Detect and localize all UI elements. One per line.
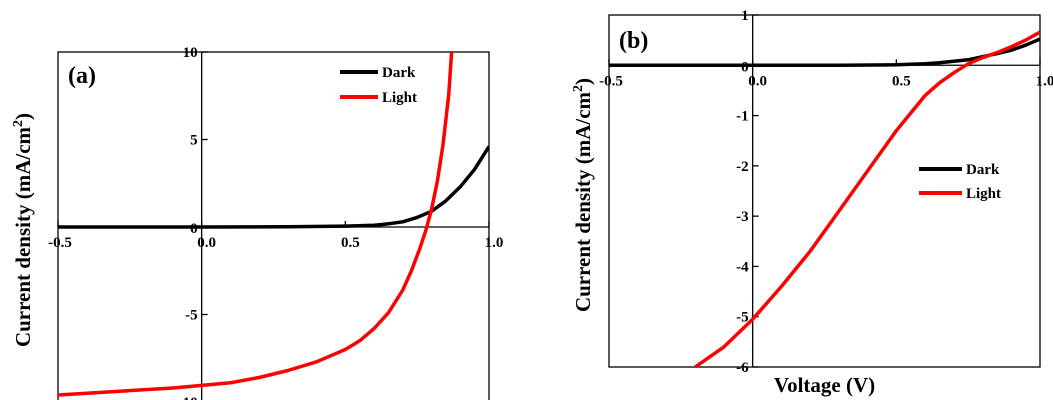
panel-a-x-tick-label: -0.5 — [48, 235, 72, 251]
panel-b-y-tick-label: -2 — [736, 159, 749, 175]
panel-a-legend: Dark Light — [340, 65, 417, 106]
panel-a-legend-dark-label: Dark — [382, 65, 416, 81]
panel-a-legend-light-label: Light — [382, 90, 417, 106]
panel-b-x-tick-label: 1.0 — [1036, 73, 1053, 89]
panel-a-y-tick-label: 0 — [190, 221, 198, 237]
panel-b-y-tick-label: 0 — [741, 59, 749, 75]
panel-a-y-tick-label: -10 — [178, 395, 198, 400]
panel-a-series-light — [58, 52, 454, 397]
panel-a-x-tick-label: 0.0 — [197, 235, 216, 251]
panel-b-series-light — [694, 30, 1040, 367]
panel-b-legend-light-label: Light — [966, 186, 1001, 202]
panel-a-label: (a) — [68, 63, 96, 89]
panel-b-y-tick-label: -4 — [736, 259, 749, 275]
panel-b-label: (b) — [619, 28, 648, 54]
panel-a-y-tick-label: -5 — [185, 308, 198, 324]
panel-a-y-tick-label: 10 — [183, 45, 198, 61]
panel-b-y-tick-label: -6 — [736, 360, 749, 376]
panel-b: -0.5 0.0 0.5 1.0 -6 -5 -4 -3 -2 -1 1 0 (b) Current … — [571, 8, 1053, 397]
panel-a-x-tick-label: 1.0 — [485, 235, 504, 251]
panel-b-y-tick-label: -1 — [736, 109, 749, 125]
panel-b-y-tick-label: 1 — [741, 8, 749, 24]
panel-b-series-dark — [609, 37, 1040, 68]
panel-b-y-tick-label: -3 — [736, 209, 749, 225]
panel-b-y-axis-title: Current density (mA/cm2) — [571, 78, 595, 312]
panel-b-x-tick-label: 0.0 — [748, 73, 767, 89]
panel-a-series — [58, 52, 489, 397]
panel-b-frame — [608, 14, 1041, 368]
panel-a-y-tick-label: 5 — [190, 133, 198, 149]
panel-b-x-axis-title: Voltage (V) — [774, 373, 875, 397]
panel-b-legend: Dark Light — [919, 162, 1001, 202]
panel-b-y-axis-title-text: Current density (mA/cm — [571, 91, 595, 312]
panel-a-y-axis-title: Current density (mA/cm2) — [11, 113, 35, 347]
panel-a-y-axis-title-sup: 2 — [11, 120, 26, 127]
panel-b-y-axis-title-sup: 2 — [571, 85, 586, 92]
panel-a: -0.5 0.0 0.5 1.0 -10 -5 5 10 0 (a) Current densi… — [11, 45, 503, 400]
panel-a-x-tick-label: 0.5 — [341, 235, 360, 251]
panel-a-series-dark — [58, 145, 489, 229]
panel-b-x-tick-label: -0.5 — [599, 73, 623, 89]
panel-a-ticks: -0.5 0.0 0.5 1.0 -10 -5 5 10 0 — [48, 45, 503, 400]
panel-a-y-axis-title-text: Current density (mA/cm — [11, 126, 35, 347]
panel-b-legend-dark-label: Dark — [966, 162, 1000, 178]
panel-a-y-axis-title-close: ) — [11, 113, 35, 120]
panel-b-y-axis-title-close: ) — [571, 78, 595, 85]
panel-b-y-tick-label: -5 — [736, 310, 749, 326]
panel-b-x-tick-label: 0.5 — [892, 73, 911, 89]
panel-b-series — [609, 30, 1040, 367]
